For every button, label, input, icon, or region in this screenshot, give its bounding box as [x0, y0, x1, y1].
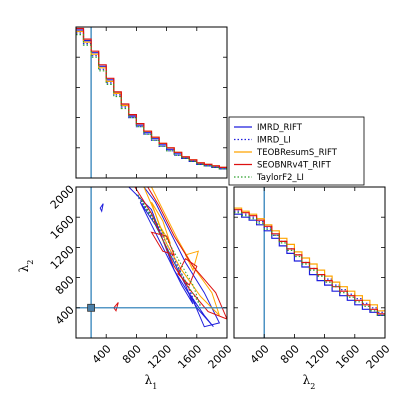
joint-frame	[75, 186, 228, 339]
marginal-lambda2-series-imrd-rift	[234, 213, 385, 316]
marginal-lambda2-series-teobresums-rift	[234, 207, 385, 312]
marginal-lambda2-series-taylorf2-li	[234, 212, 385, 316]
joint-contour-imrd-li-0	[135, 194, 198, 308]
marginal-lambda2-frame	[233, 186, 386, 339]
legend-label-taylorf2-li: TaylorF2_LI	[256, 173, 304, 183]
joint-contour-taylorf2-li-0	[137, 194, 202, 307]
joint-contour-seobnrv4t-rift-1	[150, 231, 176, 256]
legend-label-teobresums-rift: TEOBResumS_RIFT	[256, 148, 338, 158]
marginal-lambda2-series-seobnrv4t-rift	[234, 209, 385, 315]
legend-label-imrd-rift: IMRD_RIFT	[257, 123, 303, 133]
marginal-lambda1-panel	[75, 26, 228, 179]
joint-contour-imrd-rift-3	[99, 203, 104, 213]
joint-contour-teobresums-rift-0	[143, 187, 220, 316]
legend-frame	[228, 116, 365, 186]
joint-contour-teobresums-rift-1	[151, 201, 171, 244]
legend-label-seobnrv4t-rift: SEOBNRv4T_RIFT	[257, 161, 332, 171]
joint-contour-seobnrv4t-rift-0	[134, 187, 227, 320]
legend: IMRD_RIFT IMRD_LI TEOBResumS_RIFT SEOBNRv4T…	[228, 116, 365, 186]
legend-label-imrd-li: IMRD_LI	[257, 136, 291, 146]
joint-injection-marker	[87, 303, 95, 312]
joint-contour-teobresums-rift-2	[184, 250, 200, 272]
marginal-lambda1-frame	[75, 26, 228, 179]
joint-contour-seobnrv4t-rift-3	[113, 302, 119, 312]
